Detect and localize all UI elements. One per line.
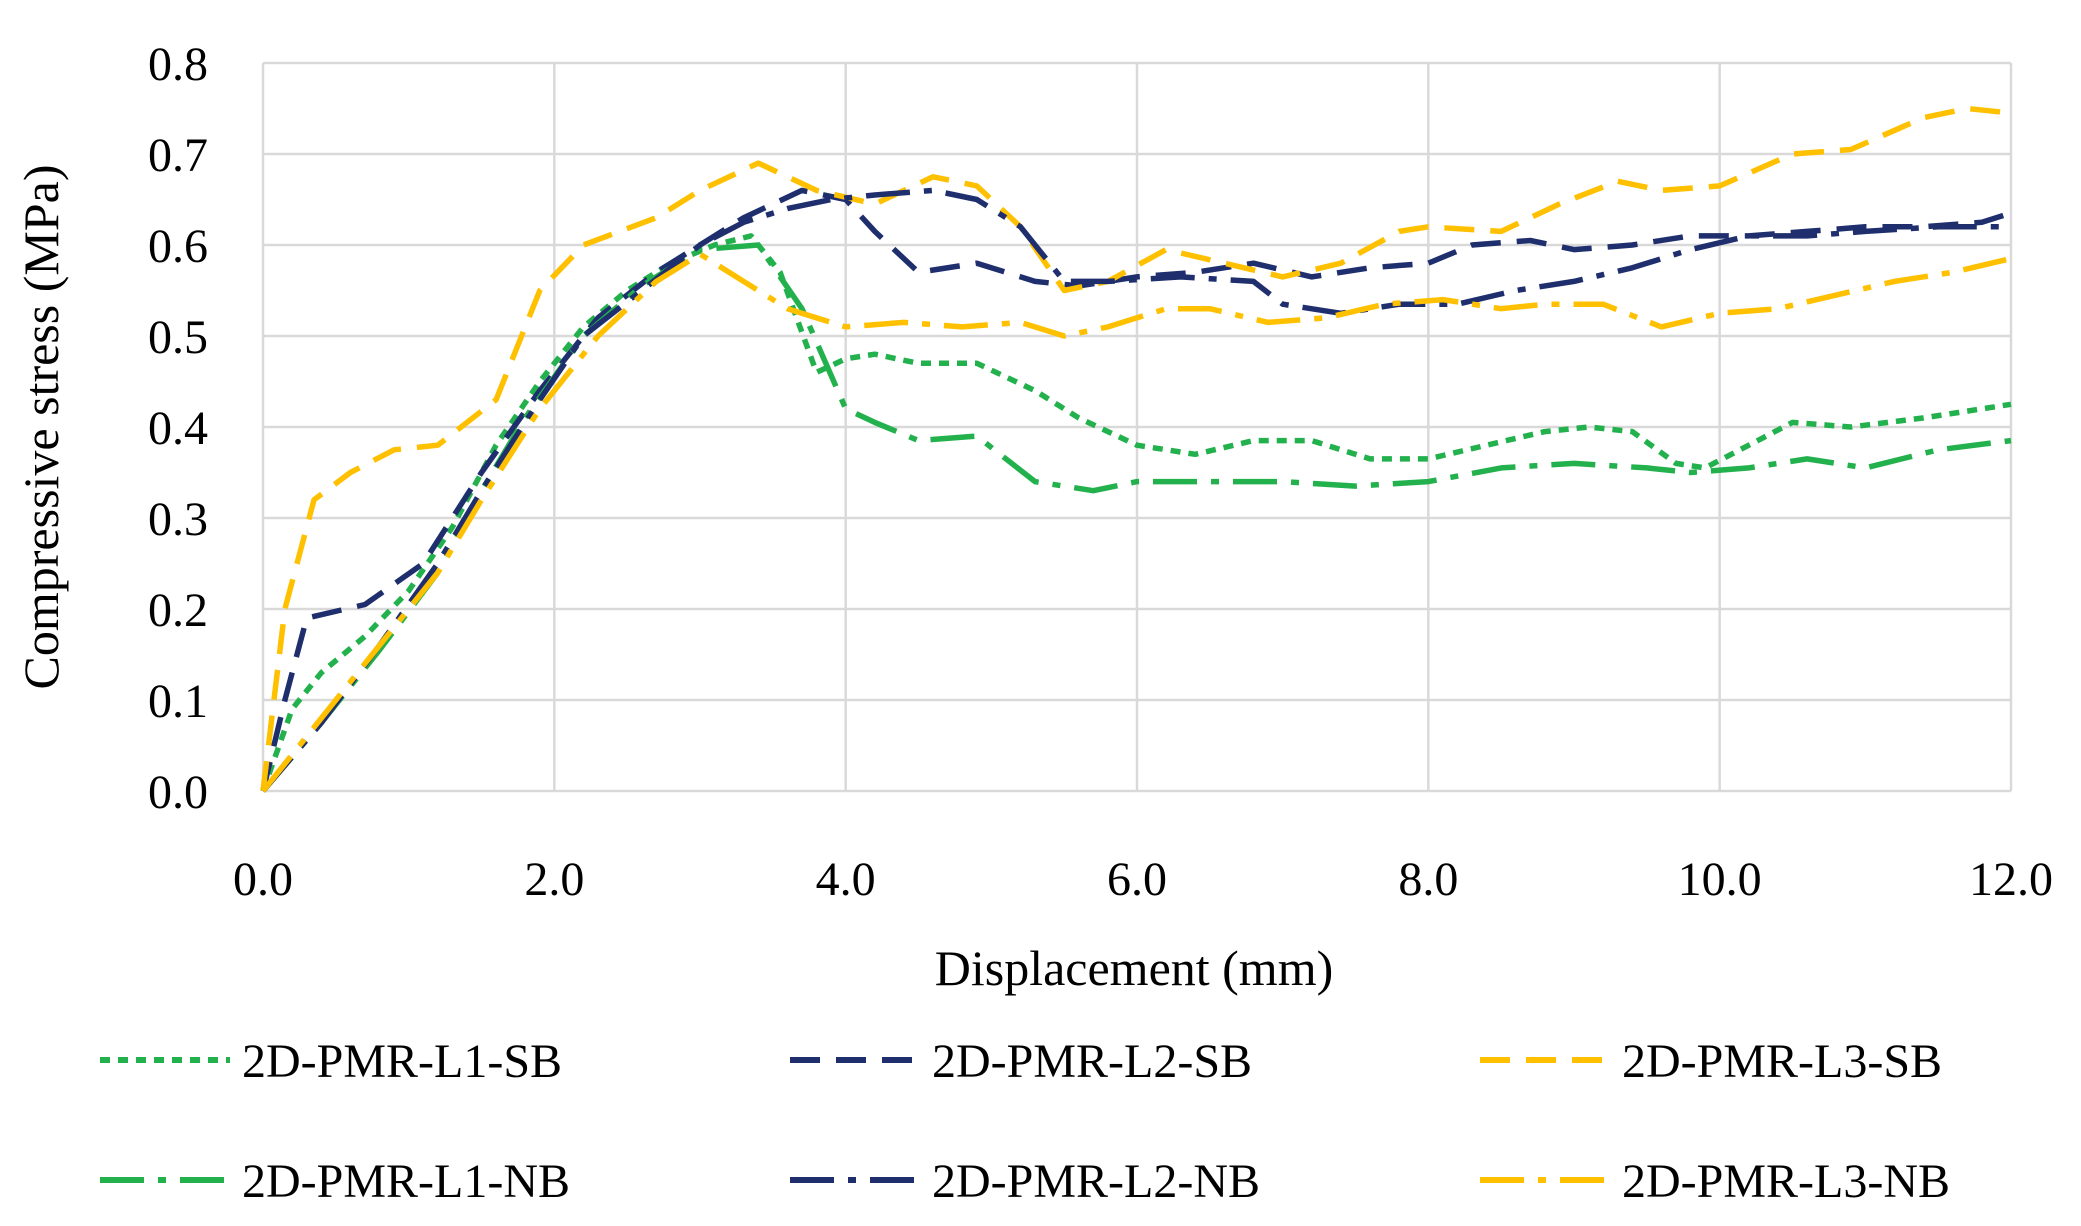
y-tick-label: 0.5 [148, 311, 208, 364]
series-line-2d-pmr-l3-nb [260, 251, 2012, 793]
series-line-2d-pmr-l3-sb [260, 105, 2012, 792]
y-tick-label: 0.1 [148, 675, 208, 728]
plot-area-series [260, 105, 2012, 793]
series-line-2d-pmr-l1-sb [260, 233, 2012, 792]
series-line-2d-pmr-l1-nb [260, 242, 2012, 793]
y-tick-label: 0.0 [148, 766, 208, 819]
x-tick-label: 2.0 [524, 853, 584, 906]
y-tick-label: 0.4 [148, 402, 208, 455]
legend-label: 2D-PMR-L2-SB [932, 1035, 1252, 1088]
legend-label: 2D-PMR-L3-NB [1622, 1155, 1950, 1208]
legend-label: 2D-PMR-L1-SB [242, 1035, 562, 1088]
x-tick-label: 12.0 [1969, 853, 2053, 906]
legend-label: 2D-PMR-L1-NB [242, 1155, 570, 1208]
y-axis-title: Compressive stress (MPa) [13, 165, 69, 690]
x-tick-label: 8.0 [1398, 853, 1458, 906]
legend: 2D-PMR-L1-SB 2D-PMR-L2-SB 2D-PMR-L3-SB 2D-P… [100, 1035, 1950, 1208]
y-axis-ticks: 0.0 0.1 0.2 0.3 0.4 0.5 0.6 0.7 0.8 [148, 38, 208, 819]
legend-label: 2D-PMR-L3-SB [1622, 1035, 1942, 1088]
y-tick-label: 0.6 [148, 220, 208, 273]
y-tick-label: 0.8 [148, 38, 208, 91]
y-tick-label: 0.2 [148, 584, 208, 637]
x-tick-label: 10.0 [1678, 853, 1762, 906]
legend-label: 2D-PMR-L2-NB [932, 1155, 1260, 1208]
x-axis-title: Displacement (mm) [935, 940, 1334, 996]
y-tick-label: 0.7 [148, 129, 208, 182]
x-tick-label: 6.0 [1107, 853, 1167, 906]
series-line-2d-pmr-l2-nb [260, 187, 2011, 793]
x-tick-label: 4.0 [816, 853, 876, 906]
y-tick-label: 0.3 [148, 493, 208, 546]
grid [261, 61, 2013, 793]
x-tick-label: 0.0 [233, 853, 293, 906]
x-axis-ticks: 0.0 2.0 4.0 6.0 8.0 10.0 12.0 [233, 853, 2053, 906]
